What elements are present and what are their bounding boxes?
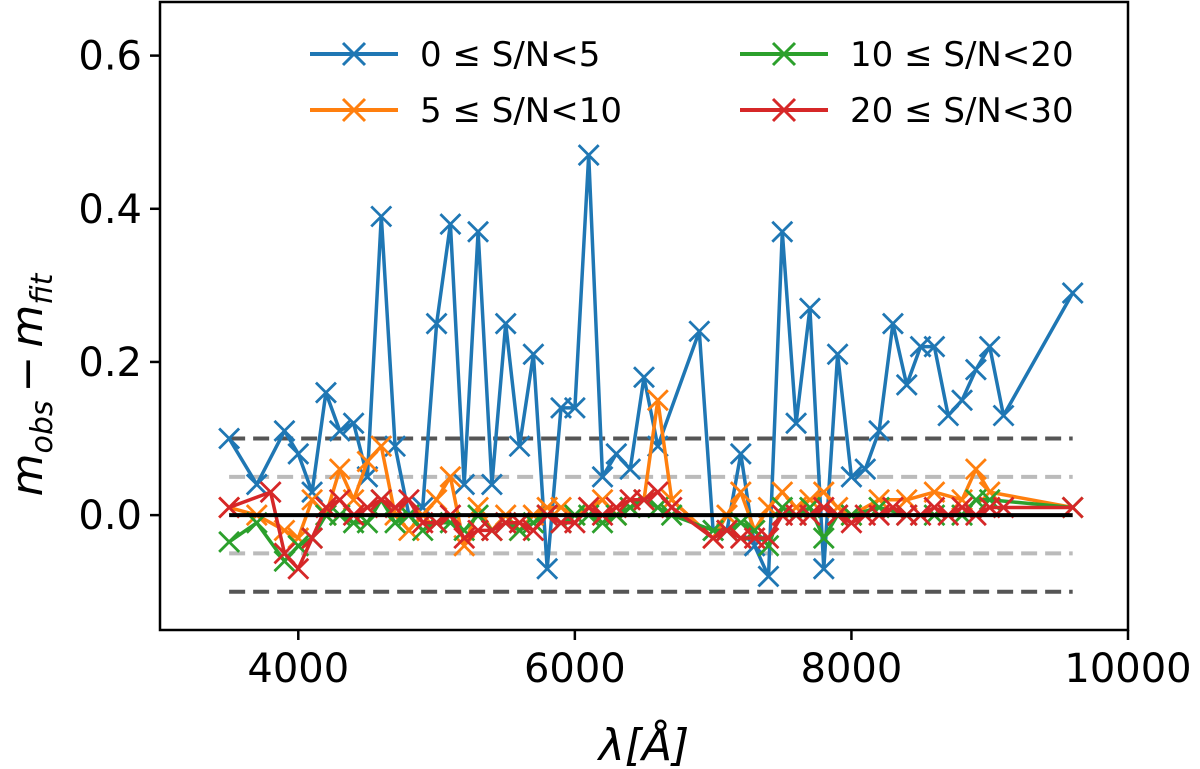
data-point [259,481,282,504]
data-point [301,527,324,550]
data-point [563,396,586,419]
data-point [757,565,780,588]
data-point [619,458,642,481]
data-point [895,373,918,396]
data-point [923,481,946,504]
legend-swatch-marker [771,97,797,123]
legend-swatch-marker [341,97,367,123]
data-point [798,297,821,320]
legend-swatch-marker [771,41,797,67]
data-point [536,557,559,580]
y-label-minus: − [2,356,53,393]
x-tick-label: 4000 [247,646,349,692]
data-point [591,465,614,488]
series-layer [218,144,1084,588]
legend-entry-0: 0 ≤ S/N<5 [310,35,600,75]
y-tick-label: 0.2 [78,340,142,386]
data-point [633,366,655,389]
data-point [467,220,490,243]
legend-label: 0 ≤ S/N<5 [420,35,600,75]
data-point [273,419,296,442]
y-label-m1: m [2,454,53,497]
data-point [978,335,1001,358]
data-point [439,465,462,488]
x-axis-label: λ[Å] [597,718,689,769]
legend-entry-3: 20 ≤ S/N<30 [740,91,1074,131]
data-point [370,205,393,228]
y-tick-label: 0.6 [78,34,142,80]
y-label-sub2: fit [25,272,60,304]
data-point [992,404,1015,427]
data-point [522,343,545,366]
data-point [577,144,600,167]
data-point [881,312,904,335]
data-point [715,519,738,542]
data-point [328,458,351,481]
data-point [370,435,393,458]
data-point [646,389,669,412]
data-point [964,458,987,481]
legend: 0 ≤ S/N<5 5 ≤ S/N<10 10 ≤ S/N<20 20 ≤ S/N<3… [310,35,1074,131]
data-point [633,488,655,511]
plot-frame [158,0,1130,632]
data-point [314,381,337,404]
data-point [287,557,310,580]
data-point [245,473,268,496]
data-point [702,527,725,550]
data-point [812,557,835,580]
data-point [480,519,503,542]
y-tick-label: 0.0 [78,493,142,539]
data-point [964,358,987,381]
y-label-m2: m [2,305,53,348]
legend-label: 5 ≤ S/N<10 [420,91,622,131]
legend-entry-1: 5 ≤ S/N<10 [310,91,622,131]
y-tick-label: 0.4 [78,187,142,233]
legend-swatch-marker [341,41,367,67]
data-point [1061,282,1084,305]
legend-label: 10 ≤ S/N<20 [850,35,1074,75]
data-point [453,473,476,496]
data-point [660,488,683,511]
data-point [287,442,310,465]
data-point [342,412,365,435]
legend-entry-2: 10 ≤ S/N<20 [740,35,1074,75]
data-point [785,412,808,435]
legend-label: 20 ≤ S/N<30 [850,91,1074,131]
y-label-sub1: obs [25,401,60,454]
data-point [729,442,752,465]
data-point [453,527,476,550]
x-tick-label: 10000 [1064,646,1191,692]
x-tick-label: 6000 [524,646,626,692]
data-point [951,389,974,412]
data-point [854,458,877,481]
data-point [840,465,863,488]
data-point [868,419,891,442]
series-2 [218,488,1084,573]
ticks: 4000 6000 8000 10000 0.0 0.2 0.4 0.6 [78,34,1191,692]
x-tick-label: 8000 [801,646,903,692]
data-point [923,335,946,358]
data-point [771,220,794,243]
data-point [397,488,420,511]
data-point [812,527,835,550]
data-point [218,530,241,553]
data-point [370,488,393,511]
data-point [688,320,711,343]
data-point [494,312,517,335]
data-point [508,435,531,458]
y-axis-label: mobs−mfit [2,272,60,496]
data-point [328,419,351,442]
data-point [480,473,503,496]
data-point [425,312,448,335]
data-point [218,427,241,450]
data-point [439,213,462,236]
data-point [826,343,849,366]
data-point [729,481,752,504]
data-point [757,527,780,550]
